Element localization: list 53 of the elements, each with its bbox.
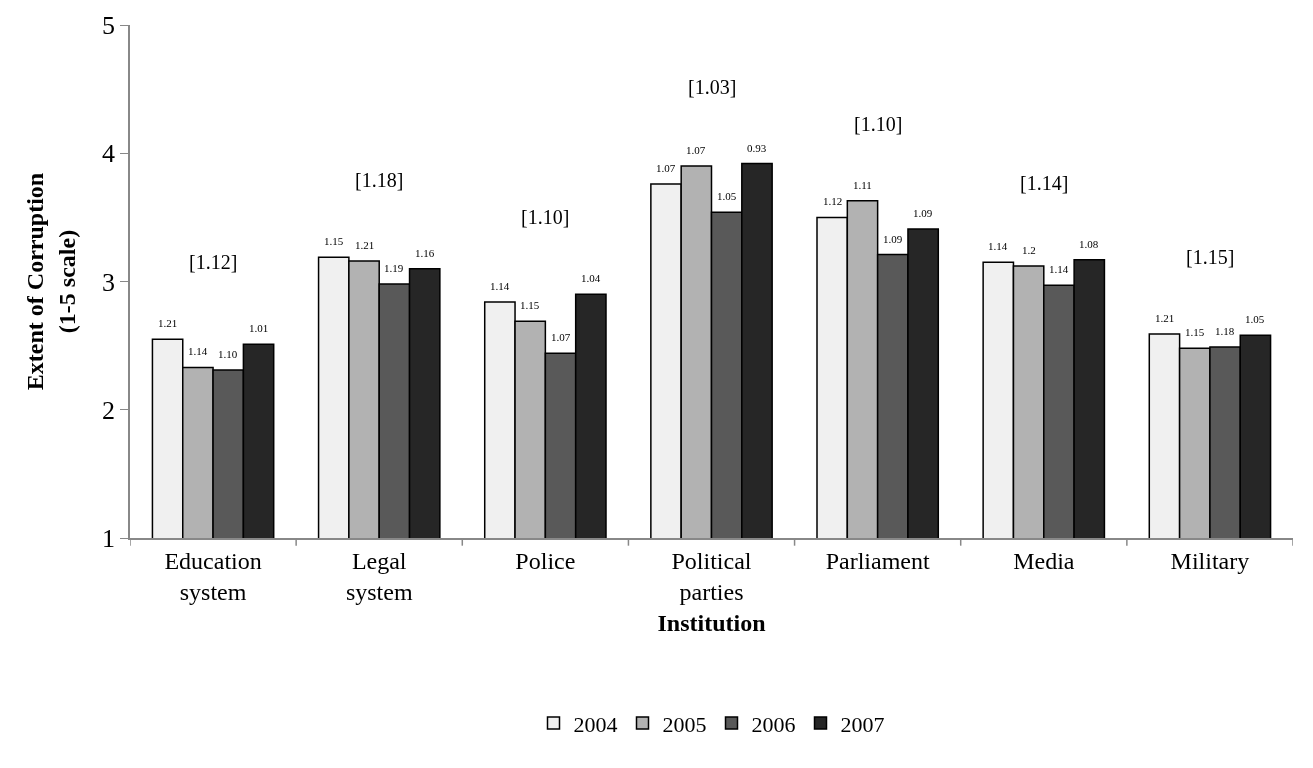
- legend-label: 2005: [662, 711, 707, 737]
- annotation: 1.11: [853, 179, 872, 191]
- annotation: 1.19: [384, 262, 404, 274]
- x-tick-label: Legal system: [345, 547, 413, 605]
- annotation: 1.09: [913, 207, 933, 219]
- annotation: 1.21: [158, 317, 178, 329]
- annotation: 1.12: [823, 195, 843, 207]
- annotation: 1.14: [1049, 263, 1069, 275]
- annotation: [1.03]: [688, 76, 737, 98]
- annotation: [1.10]: [521, 206, 570, 228]
- y-tick-label: 2: [102, 395, 116, 425]
- annotation: 1.04: [581, 272, 601, 284]
- annotation: 1.01: [249, 322, 269, 334]
- annotation: [1.15]: [1186, 246, 1235, 268]
- annotation: 1.14: [188, 345, 208, 357]
- annotation: 1.05: [717, 190, 737, 202]
- annotation: 1.15: [1185, 326, 1205, 338]
- y-tick-label: 5: [102, 11, 116, 41]
- x-tick-label: Political parties: [671, 547, 752, 605]
- x-tick-label: Police: [515, 547, 576, 574]
- annotation: 1.2: [1022, 244, 1036, 256]
- annotation: 1.14: [490, 280, 510, 292]
- annotation: [1.10]: [854, 113, 903, 135]
- x-tick-label: Parliament: [825, 547, 930, 574]
- y-tick-label: 3: [102, 267, 116, 297]
- annotation: 1.07: [551, 331, 571, 343]
- y-tick-label: 1: [102, 524, 116, 554]
- annotation: 1.10: [218, 348, 238, 360]
- annotation: 1.14: [988, 240, 1008, 252]
- annotation: 1.15: [324, 235, 344, 247]
- legend-label: 2006: [751, 711, 796, 737]
- legend-label: 2007: [840, 711, 885, 737]
- annotation: [1.12]: [189, 251, 238, 273]
- legend-label: 2004: [573, 711, 618, 737]
- annotation: 1.05: [1245, 313, 1265, 325]
- x-tick-label: Education system: [164, 547, 262, 605]
- annotation: 1.08: [1079, 238, 1099, 250]
- annotation: 0.93: [747, 142, 767, 154]
- annotation: 1.07: [656, 162, 676, 174]
- x-tick-label: Media: [1013, 547, 1075, 574]
- y-axis-title: Extent of Corruption (1-5 scale): [22, 172, 80, 391]
- y-tick-label: 4: [102, 139, 116, 169]
- annotation: 1.21: [355, 239, 375, 251]
- annotation: 1.16: [415, 247, 435, 259]
- annotation: 1.09: [883, 233, 903, 245]
- annotation: 1.07: [686, 144, 706, 156]
- x-tick-label: Military: [1170, 547, 1250, 574]
- x-axis-title: Institution: [657, 609, 766, 636]
- annotation: [1.18]: [355, 169, 404, 191]
- annotation: 1.18: [1215, 325, 1235, 337]
- annotation: 1.15: [520, 299, 540, 311]
- annotation: 1.21: [1155, 312, 1175, 324]
- annotation: [1.14]: [1020, 172, 1069, 194]
